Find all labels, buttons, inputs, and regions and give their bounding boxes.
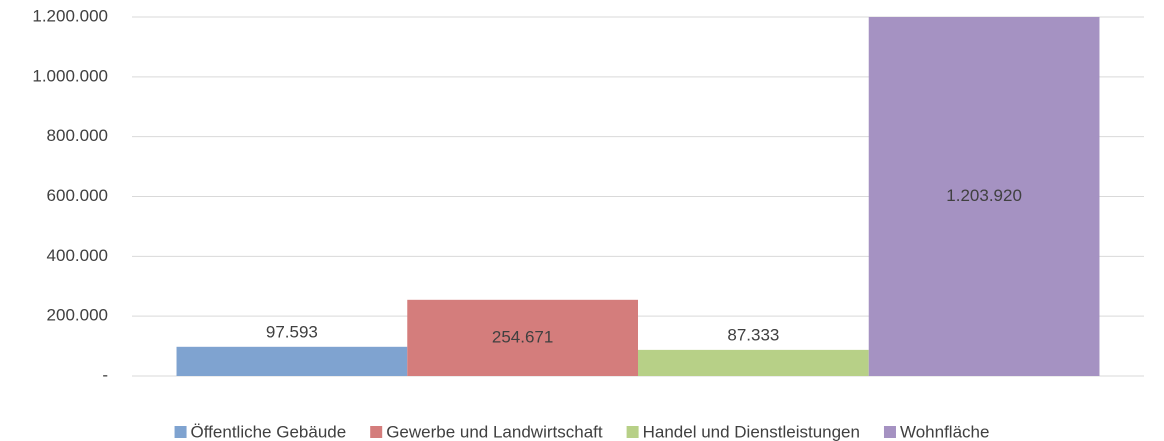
data-label: 1.203.920 [946,186,1022,205]
y-tick-label: 600.000 [47,186,108,205]
data-label: 254.671 [492,327,553,346]
legend-label: Handel und Dienstleistungen [643,422,860,441]
plot-area [176,17,1100,376]
y-tick-label: - [102,365,108,384]
bar [638,349,869,376]
data-label: 97.593 [266,322,318,341]
data-label: 87.333 [727,325,779,344]
bar [407,299,638,376]
bar [868,17,1100,376]
legend-label: Gewerbe und Landwirtschaft [386,422,603,441]
legend-label: Wohnfläche [900,422,989,441]
bar [176,346,408,376]
y-tick-label: 200.000 [47,306,108,325]
y-tick-label: 1.200.000 [32,6,108,25]
legend-swatch [174,426,187,438]
y-tick-label: 800.000 [47,126,108,145]
legend-swatch [883,426,896,438]
legend-label: Öffentliche Gebäude [191,422,347,441]
y-tick-label: 1.000.000 [32,66,108,85]
y-tick-label: 400.000 [47,246,108,265]
legend-swatch [626,426,639,438]
legend-swatch [370,426,383,438]
